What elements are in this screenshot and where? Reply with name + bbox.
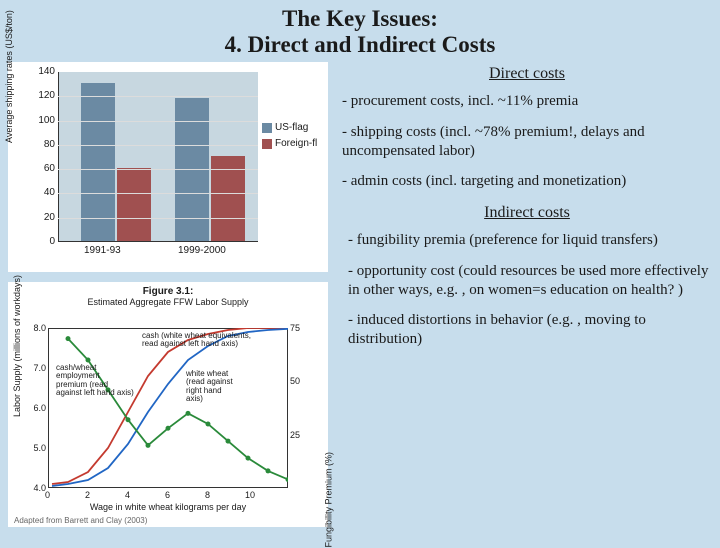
chart2-ytick-left: 5.0 bbox=[24, 443, 46, 453]
indirect-cost-item: - fungibility premia (preference for liq… bbox=[348, 231, 712, 250]
chart2-line bbox=[68, 339, 288, 480]
chart2-xtick: 6 bbox=[165, 490, 170, 500]
chart2-ytick-left: 4.0 bbox=[24, 483, 46, 493]
chart1-xlabel: 1991-93 bbox=[84, 245, 121, 256]
chart2-ytick-right: 25 bbox=[290, 430, 310, 440]
direct-cost-item: - admin costs (incl. targeting and monet… bbox=[342, 172, 712, 191]
chart2-xlabel: Wage in white wheat kilograms per day bbox=[8, 502, 328, 512]
chart2-ytick-left: 6.0 bbox=[24, 403, 46, 413]
chart2-credit: Adapted from Barrett and Clay (2003) bbox=[14, 516, 147, 525]
chart2-xtick: 2 bbox=[85, 490, 90, 500]
indirect-cost-item: - induced distortions in behavior (e.g. … bbox=[348, 311, 712, 349]
chart2-annotation: white wheat(read againstright handaxis) bbox=[186, 370, 233, 404]
chart2-ytick-right: 50 bbox=[290, 376, 310, 386]
chart1-ytick: 0 bbox=[30, 236, 55, 247]
chart1-ytick: 100 bbox=[30, 115, 55, 126]
chart2-ytick-left: 7.0 bbox=[24, 363, 46, 373]
charts-column: Average shipping rates (US$/ton) 0204060… bbox=[8, 62, 336, 527]
chart1-ytick: 40 bbox=[30, 187, 55, 198]
page-title-line2: 4. Direct and Indirect Costs bbox=[0, 32, 720, 58]
chart2-title: Figure 3.1: Estimated Aggregate FFW Labo… bbox=[8, 286, 328, 308]
chart1-legend-item: Foreign-fl bbox=[262, 138, 317, 149]
direct-cost-item: - procurement costs, incl. ~11% premia bbox=[342, 92, 712, 111]
chart1-ytick: 140 bbox=[30, 66, 55, 77]
page-title-line1: The Key Issues: bbox=[0, 6, 720, 32]
chart-labor-supply: Figure 3.1: Estimated Aggregate FFW Labo… bbox=[8, 282, 328, 527]
chart1-ylabel: Average shipping rates (US$/ton) bbox=[4, 10, 14, 143]
chart2-ylabel-right: Fungibility Premium (%) bbox=[324, 452, 334, 548]
direct-costs-heading: Direct costs bbox=[342, 64, 712, 84]
text-column: Direct costs - procurement costs, incl. … bbox=[336, 62, 712, 527]
chart2-annotation: cash/wheatemploymentpremium (readagainst… bbox=[56, 364, 134, 398]
chart1-ytick: 60 bbox=[30, 163, 55, 174]
chart2-xtick: 10 bbox=[245, 490, 255, 500]
direct-cost-item: - shipping costs (incl. ~78% premium!, d… bbox=[342, 123, 712, 161]
chart1-xlabel: 1999-2000 bbox=[178, 245, 226, 256]
chart1-ytick: 120 bbox=[30, 90, 55, 101]
indirect-cost-item: - opportunity cost (could resources be u… bbox=[348, 262, 712, 300]
chart2-line bbox=[52, 329, 288, 486]
chart2-xtick: 8 bbox=[205, 490, 210, 500]
chart2-ylabel-left: Labor Supply (millions of workdays) bbox=[12, 275, 22, 417]
chart1-bar bbox=[117, 168, 151, 241]
indirect-costs-heading: Indirect costs bbox=[342, 203, 712, 223]
chart1-ytick: 80 bbox=[30, 139, 55, 150]
chart1-legend-item: US-flag bbox=[262, 122, 308, 133]
chart2-ytick-right: 75 bbox=[290, 323, 310, 333]
chart2-xtick: 0 bbox=[45, 490, 50, 500]
chart2-annotation: cash (white wheat equivalents,read again… bbox=[142, 332, 251, 349]
chart1-ytick: 20 bbox=[30, 212, 55, 223]
chart-shipping-rates: Average shipping rates (US$/ton) 0204060… bbox=[8, 62, 328, 272]
chart2-ytick-left: 8.0 bbox=[24, 323, 46, 333]
chart2-xtick: 4 bbox=[125, 490, 130, 500]
